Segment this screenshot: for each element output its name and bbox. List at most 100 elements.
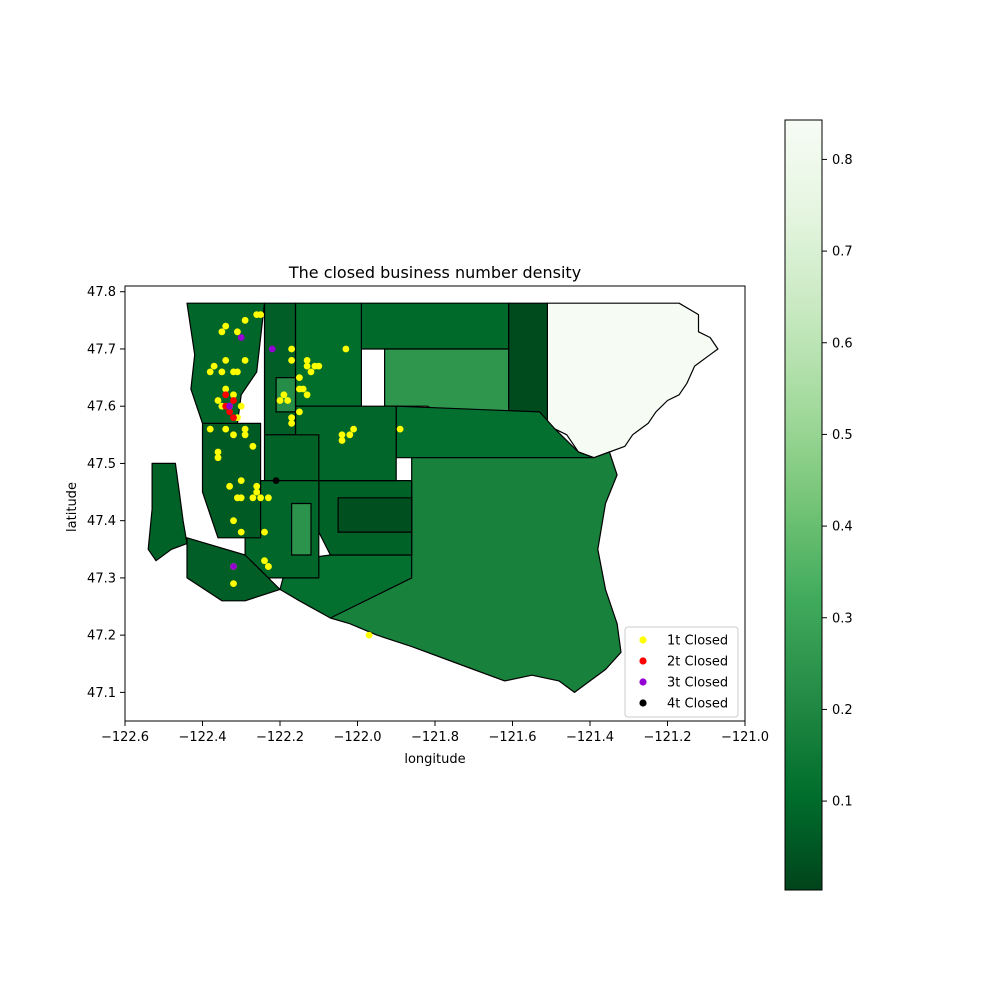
- colorbar: 0.1 0.2 0.3 0.4 0.5 0.6 0.7 0.8: [784, 119, 853, 891]
- x-axis-ticks: −122.6 −122.4 −122.2 −122.0 −121.8 −121.6 −121…: [101, 721, 769, 745]
- point-series-1: [249, 494, 257, 502]
- legend-marker: [639, 699, 647, 707]
- y-tick-label: 47.4: [87, 514, 116, 529]
- colorbar-tick-label: 0.8: [832, 153, 853, 168]
- x-axis-label: longitude: [404, 752, 465, 767]
- point-series-2: [222, 391, 230, 399]
- point-series-1: [253, 488, 261, 496]
- point-series-1: [365, 631, 373, 639]
- point-series-1: [338, 437, 346, 444]
- x-tick-label: −122.6: [101, 730, 149, 745]
- point-series-1: [350, 425, 357, 433]
- colorbar-tick-label: 0.4: [832, 520, 853, 535]
- point-series-1: [218, 368, 226, 376]
- point-series-1: [222, 322, 230, 330]
- legend-marker: [639, 678, 647, 686]
- point-series-1: [288, 357, 295, 364]
- legend-label: 4t Closed: [667, 697, 728, 712]
- point-series-1: [222, 385, 230, 393]
- point-series-1: [288, 420, 295, 427]
- point-series-1: [241, 316, 249, 324]
- region-north-valley: [360, 302, 510, 350]
- region-kent-east-highlight: [291, 502, 312, 556]
- chart-title: The closed business number density: [288, 263, 581, 282]
- point-series-3: [268, 345, 276, 353]
- point-series-4: [272, 477, 280, 484]
- point-series-1: [342, 345, 350, 353]
- x-tick-label: −121.6: [488, 730, 536, 745]
- point-series-1: [241, 425, 249, 433]
- point-series-1: [261, 557, 268, 565]
- point-series-2: [230, 414, 237, 421]
- colorbar-tick-label: 0.6: [832, 336, 853, 351]
- point-series-1: [214, 448, 222, 456]
- y-tick-label: 47.7: [87, 342, 116, 357]
- region-vashon-island: [147, 462, 188, 562]
- colorbar-tick-label: 0.2: [832, 703, 853, 718]
- point-series-1: [222, 357, 230, 364]
- x-tick-label: −121.2: [643, 730, 691, 745]
- region-northeast-strip: [508, 302, 548, 424]
- map-regions: [147, 302, 719, 693]
- point-series-1: [237, 477, 245, 484]
- point-series-3: [226, 402, 234, 410]
- point-series-1: [276, 397, 284, 404]
- region-southeast-forest: [329, 451, 622, 693]
- point-series-1: [303, 357, 311, 364]
- x-tick-label: −122.0: [333, 730, 381, 745]
- point-series-1: [257, 311, 264, 318]
- point-series-2: [226, 408, 234, 416]
- point-series-1: [214, 397, 222, 404]
- legend-label: 1t Closed: [667, 634, 728, 649]
- point-series-1: [346, 431, 354, 439]
- point-series-3: [237, 334, 245, 341]
- point-series-1: [261, 528, 268, 536]
- point-series-1: [237, 494, 245, 502]
- x-tick-label: −121.8: [411, 730, 459, 745]
- point-series-1: [338, 431, 346, 439]
- point-series-1: [234, 328, 241, 336]
- point-series-2: [230, 397, 237, 404]
- legend: 1t Closed 2t Closed 3t Closed 4t Closed: [624, 626, 739, 718]
- point-series-1: [226, 482, 234, 490]
- point-series-1: [265, 563, 272, 570]
- legend-marker: [639, 657, 647, 665]
- point-series-1: [230, 431, 237, 439]
- point-series-1: [210, 362, 218, 370]
- point-series-1: [296, 374, 303, 381]
- point-series-1: [230, 580, 237, 587]
- x-tick-label: −122.4: [178, 730, 226, 745]
- legend-marker: [639, 636, 647, 644]
- point-series-1: [214, 454, 222, 462]
- point-series-1: [237, 528, 245, 536]
- y-tick-label: 47.5: [87, 457, 116, 472]
- y-tick-label: 47.8: [87, 285, 116, 300]
- x-tick-label: −121.0: [721, 730, 769, 745]
- point-series-1: [396, 425, 404, 433]
- point-series-1: [241, 357, 249, 364]
- point-series-1: [222, 425, 230, 433]
- point-series-1: [303, 391, 311, 399]
- point-series-1: [288, 345, 295, 353]
- point-series-1: [230, 391, 237, 399]
- y-tick-label: 47.1: [87, 686, 116, 701]
- point-series-1: [253, 482, 261, 490]
- legend-label: 3t Closed: [667, 676, 728, 691]
- point-series-3: [230, 563, 237, 570]
- point-series-1: [280, 391, 288, 399]
- point-series-1: [303, 362, 311, 370]
- point-series-1: [206, 368, 214, 376]
- x-tick-label: −121.4: [566, 730, 614, 745]
- x-tick-label: −122.2: [256, 730, 304, 745]
- point-series-1: [206, 425, 214, 433]
- y-tick-label: 47.6: [87, 400, 116, 415]
- point-series-1: [288, 414, 295, 421]
- colorbar-tick-label: 0.3: [832, 611, 853, 626]
- y-tick-label: 47.2: [87, 629, 116, 644]
- business-points: [206, 311, 404, 639]
- colorbar-gradient: [784, 119, 823, 891]
- point-series-1: [249, 442, 257, 450]
- point-series-1: [284, 397, 292, 404]
